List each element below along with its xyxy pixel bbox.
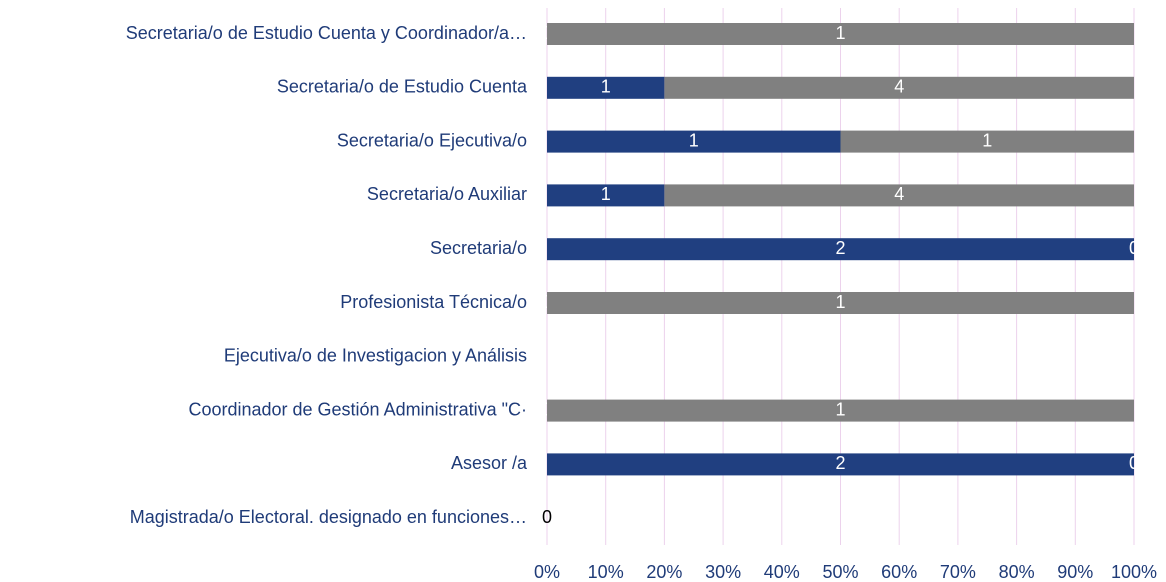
x-tick-label: 70%: [940, 562, 976, 582]
data-label: 1: [835, 399, 845, 419]
data-label: 1: [982, 130, 992, 150]
x-tick-label: 50%: [822, 562, 858, 582]
x-tick-label: 100%: [1111, 562, 1157, 582]
data-label: 0: [1129, 238, 1139, 258]
bar-segment: [547, 184, 665, 207]
data-label: 4: [894, 184, 904, 204]
bar-segment: [840, 130, 1134, 153]
bar-segment: [547, 292, 1134, 314]
data-label: 1: [601, 184, 611, 204]
bar-segment: [547, 130, 841, 153]
data-label: 2: [835, 453, 845, 473]
y-tick-label: Ejecutiva/o de Investigacion y Análisis: [224, 346, 527, 366]
y-tick-label: Profesionista Técnica/o: [340, 292, 527, 312]
data-label: 0: [542, 507, 552, 527]
bar-segment: [664, 184, 1134, 207]
y-tick-label: Secretaria/o Auxiliar: [367, 184, 527, 204]
x-tick-label: 60%: [881, 562, 917, 582]
data-label: 4: [894, 77, 904, 97]
x-tick-label: 30%: [705, 562, 741, 582]
data-label: 1: [835, 292, 845, 312]
y-tick-label: Secretaria/o Ejecutiva/o: [337, 130, 527, 150]
data-label: 1: [601, 77, 611, 97]
x-tick-label: 80%: [999, 562, 1035, 582]
bar-segment: [547, 23, 1134, 45]
y-tick-label: Secretaria/o: [430, 238, 527, 258]
x-tick-label: 40%: [764, 562, 800, 582]
x-tick-label: 10%: [588, 562, 624, 582]
y-tick-label: Magistrada/o Electoral. designado en fun…: [130, 507, 527, 527]
bar-segment: [547, 238, 1134, 261]
x-tick-label: 0%: [534, 562, 560, 582]
x-tick-label: 90%: [1057, 562, 1093, 582]
y-tick-label: Coordinador de Gestión Administrativa "C…: [188, 399, 527, 419]
data-label: 2: [835, 238, 845, 258]
y-tick-label: Secretaria/o de Estudio Cuenta: [277, 77, 528, 97]
data-label: 1: [689, 130, 699, 150]
y-tick-label: Asesor /a: [451, 453, 528, 473]
bar-segment: [664, 76, 1134, 99]
data-label: 0: [1129, 453, 1139, 473]
x-tick-label: 20%: [646, 562, 682, 582]
bar-segment: [547, 76, 665, 99]
bar-segment: [547, 453, 1134, 476]
data-label: 1: [835, 23, 845, 43]
y-tick-label: Secretaria/o de Estudio Cuenta y Coordin…: [126, 23, 527, 43]
bar-segment: [547, 399, 1134, 422]
